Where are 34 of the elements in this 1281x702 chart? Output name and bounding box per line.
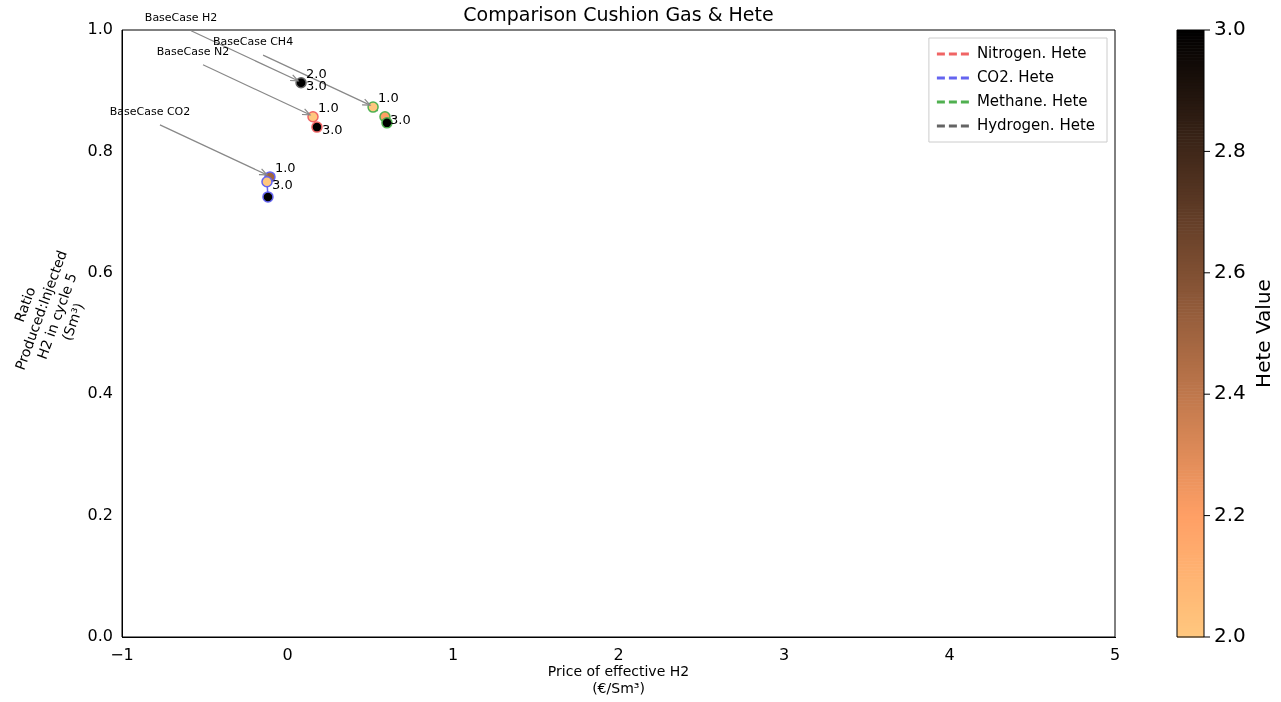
annotation: 1.0 — [317, 99, 339, 115]
color-bar-title: Hete Value — [1251, 279, 1276, 388]
x-tick-label: 1 — [447, 644, 459, 664]
y-tick-label: 0.0 — [87, 626, 113, 646]
x-tick-label: −1 — [110, 644, 134, 664]
y-tick-label: 1.0 — [87, 19, 113, 39]
x-tick-label: 4 — [944, 644, 955, 664]
color-bar-label: 2.0 — [1214, 623, 1246, 648]
color-bar-label: 2.8 — [1214, 137, 1246, 162]
x-tick-label: 5 — [1109, 644, 1121, 664]
annotation: 3.0 — [389, 111, 411, 127]
annotation: 1.0 — [274, 159, 296, 175]
legend-label: Hydrogen. Hete — [976, 115, 1096, 134]
x-tick-label: 0 — [282, 644, 293, 664]
legend-label: Methane. Hete — [976, 91, 1088, 110]
annotation: BaseCase N2 — [156, 44, 230, 58]
y-tick-label: 0.2 — [87, 504, 113, 524]
annotation: 1.0 — [378, 90, 399, 106]
color-bar-label: 2.2 — [1214, 501, 1246, 526]
y-tick-label: 0.6 — [87, 261, 113, 281]
x-tick-label: 3 — [778, 644, 790, 664]
annotation: 3.0 — [321, 122, 343, 138]
x-tick-label: 2 — [613, 644, 624, 664]
legend-label: Nitrogen. Hete — [976, 43, 1087, 62]
y-tick-label: 0.8 — [87, 140, 113, 160]
color-bar-label: 2.6 — [1214, 259, 1246, 283]
color-bar-label: 2.4 — [1214, 380, 1246, 405]
color-bar-label: 3.0 — [1214, 16, 1246, 41]
annotation: 3.0 — [271, 176, 293, 192]
y-tick-label: 0.4 — [87, 383, 113, 403]
annotation: BaseCase H2 — [144, 10, 218, 24]
x-axis-title: Price of effective H2 (€/Sm³) — [547, 662, 690, 696]
legend-label: CO2. Hete — [976, 67, 1054, 86]
chart-title: Comparison Cushion Gas & Hete — [463, 3, 774, 26]
